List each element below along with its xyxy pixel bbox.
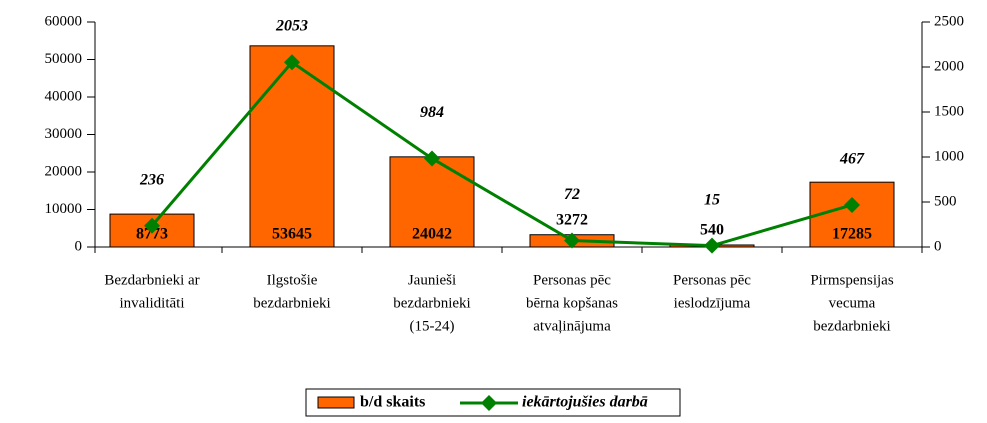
bar [389,156,475,248]
x-tick-label: Ilgstošie [267,272,318,288]
line-marker [704,237,720,254]
line-value-label: 15 [704,191,720,208]
x-tick-label: Personas pēc [673,272,751,288]
y-tick-label: 10000 [45,201,83,217]
x-tick-label: invaliditāti [120,295,185,311]
legend-swatch [317,396,355,409]
line-marker [844,196,860,213]
bar-value-label: 8773 [136,226,168,243]
line-value-label: 2053 [275,18,308,35]
y-tick-label: 20000 [45,163,83,179]
x-tick-label: vecuma [829,295,876,311]
bar-value-label: 53645 [272,226,312,243]
y2-tick-label: 1000 [934,148,964,164]
bar-value-label: 17285 [832,226,872,243]
line-marker [564,232,580,249]
y2-tick-label: 2000 [934,58,964,74]
x-tick-label: Pirmspensijas [810,272,893,288]
legend-marker [481,395,497,411]
bar-value-label: 540 [700,222,724,239]
x-tick-label: bezdarbnieki [253,295,330,311]
line-value-label: 467 [839,151,865,168]
line-marker [144,217,160,234]
x-tick-label: bezdarbnieki [393,295,470,311]
line-marker [424,150,440,167]
x-tick-label: ieslodzījuma [674,295,751,311]
y-tick-label: 40000 [45,88,83,104]
y2-tick-label: 1500 [934,103,964,119]
legend-label: iekārtojušies darbā [522,394,648,411]
legend-label: b/d skaits [360,394,425,411]
line-value-label: 72 [564,186,580,203]
bar-value-label: 3272 [556,211,588,228]
y-tick-label: 0 [75,238,83,254]
y2-tick-label: 500 [934,193,957,209]
bar [249,45,335,248]
line-marker [284,54,300,71]
x-tick-label: Personas pēc [533,272,611,288]
x-tick-label: (15-24) [410,318,455,334]
x-tick-label: atvaļinājuma [533,318,611,334]
y2-tick-label: 0 [934,238,942,254]
x-tick-label: bezdarbnieki [813,318,890,334]
x-tick-label: bērna kopšanas [526,295,618,311]
y-tick-label: 30000 [45,126,83,142]
line [150,60,853,248]
y-tick-label: 50000 [45,51,83,67]
line-value-label: 236 [139,171,164,188]
x-tick-label: Bezdarbnieki ar [104,272,199,288]
line-value-label: 984 [420,104,444,121]
y2-tick-label: 2500 [934,13,964,29]
x-tick-label: Jaunieši [408,272,456,288]
y-tick-label: 60000 [45,13,83,29]
bar-value-label: 24042 [412,226,452,243]
